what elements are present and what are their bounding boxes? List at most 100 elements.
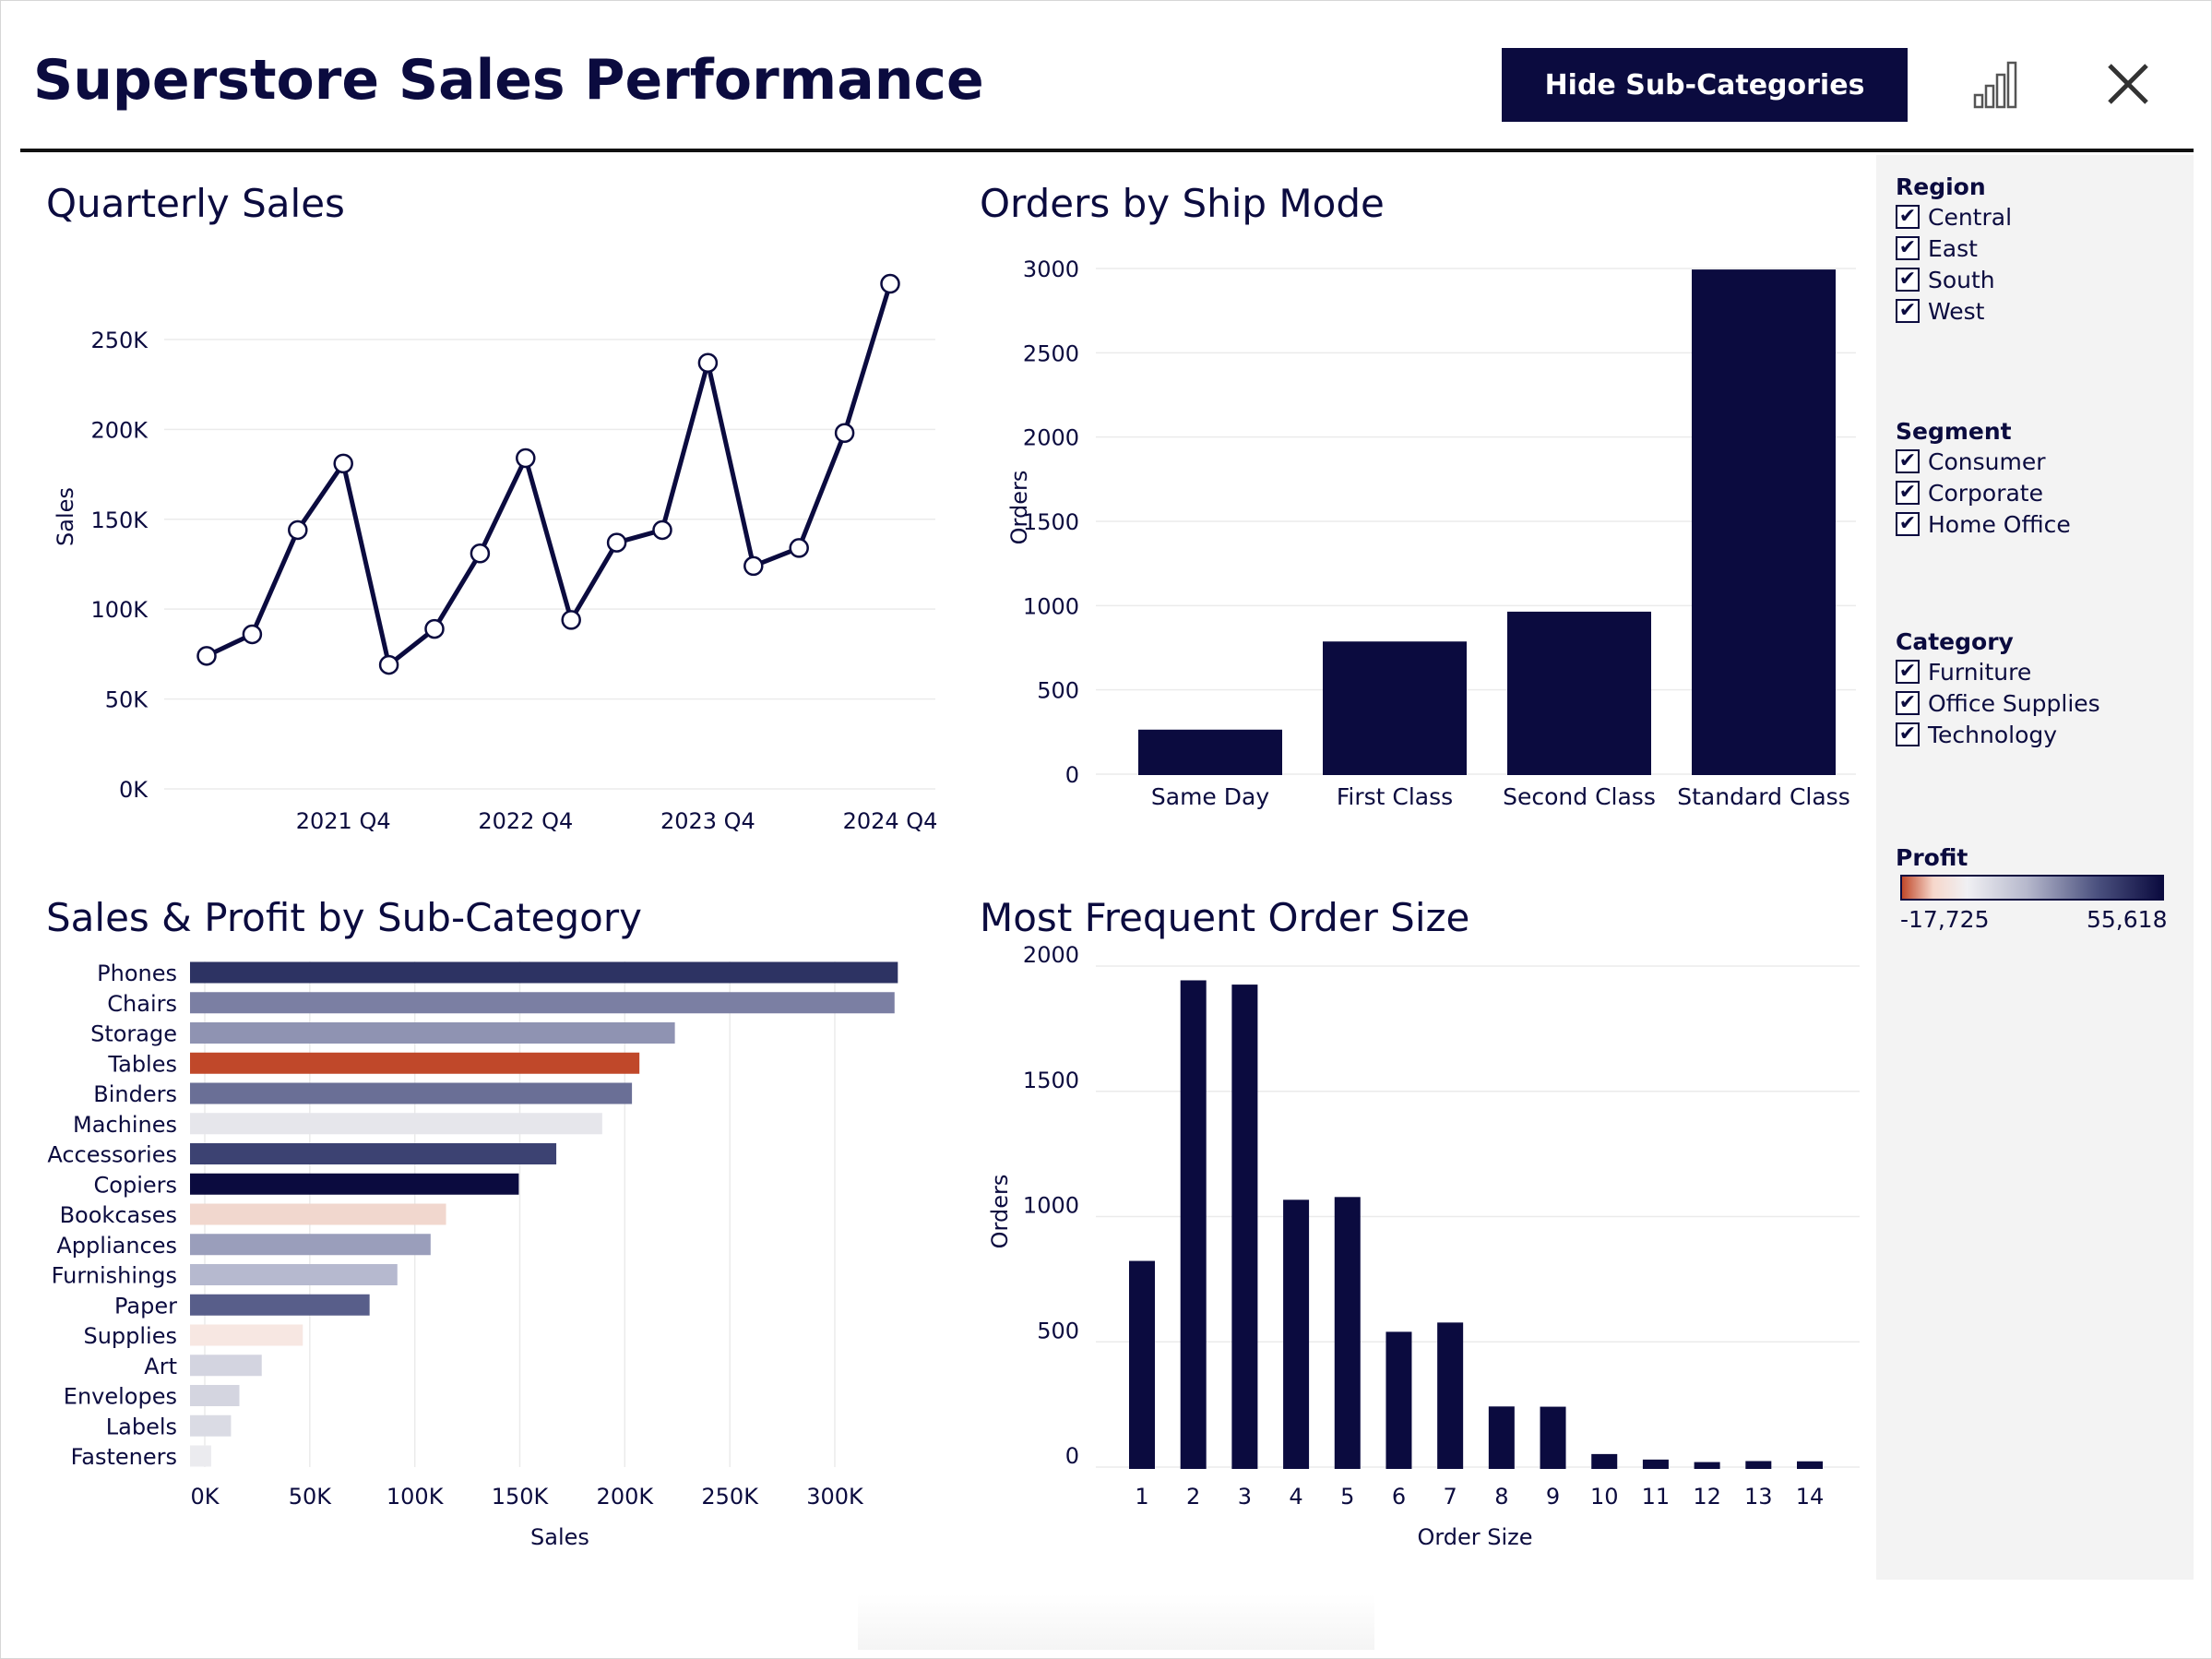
x-tick-label: 300K xyxy=(806,1484,864,1510)
x-tick-label: 250K xyxy=(701,1484,759,1510)
sub-category-bar xyxy=(190,1022,675,1044)
y-tick-label: 2000 xyxy=(1023,942,1079,968)
order-size-bar xyxy=(1694,1462,1720,1469)
y-tick-label: Envelopes xyxy=(64,1384,177,1410)
filter-region-west[interactable]: ✔ West xyxy=(1896,296,1984,326)
filter-region-central[interactable]: ✔ Central xyxy=(1896,202,2012,232)
y-tick-label: Paper xyxy=(114,1293,177,1319)
x-tick-label: 50K xyxy=(289,1484,333,1510)
sales-point xyxy=(789,538,809,558)
order-size-bar xyxy=(1797,1461,1823,1469)
x-tick-label: 2024 Q4 xyxy=(843,808,938,834)
y-tick-label: Fasteners xyxy=(71,1444,177,1470)
x-tick-label: 11 xyxy=(1642,1484,1671,1510)
x-tick-label: 1 xyxy=(1135,1484,1148,1510)
y-tick-label: Storage xyxy=(90,1021,177,1047)
order-size-bar xyxy=(1437,1322,1464,1469)
sub-category-title: Sales & Profit by Sub-Category xyxy=(46,895,642,940)
sales-point xyxy=(606,532,627,553)
close-icon[interactable] xyxy=(2105,61,2151,107)
y-tick-label: 2500 xyxy=(1023,340,1079,366)
filter-item-label: South xyxy=(1928,266,1995,293)
filter-segment-home-office[interactable]: ✔ Home Office xyxy=(1896,509,2071,539)
y-tick-label: 3000 xyxy=(1023,257,1079,282)
x-tick-label: 150K xyxy=(492,1484,550,1510)
y-axis-title: Orders xyxy=(1006,471,1032,545)
sub-category-bar xyxy=(190,1082,633,1104)
filter-item-label: Office Supplies xyxy=(1928,689,2100,717)
ship-mode-bar xyxy=(1138,729,1282,775)
sub-category-bar xyxy=(190,1113,602,1135)
y-tick-label: 1500 xyxy=(1023,509,1079,535)
filter-region-east[interactable]: ✔ East xyxy=(1896,233,1978,263)
sub-category-bar xyxy=(190,1445,211,1467)
x-tick-label: First Class xyxy=(1337,783,1453,810)
sub-category-bar xyxy=(190,1414,232,1437)
y-tick-label: Copiers xyxy=(94,1172,177,1198)
filter-category-technology[interactable]: ✔ Technology xyxy=(1896,720,2057,749)
order-size-bar xyxy=(1129,1260,1155,1469)
sub-category-bar xyxy=(190,1385,240,1406)
x-tick-label: 2 xyxy=(1186,1484,1200,1510)
sub-category-bar xyxy=(190,1264,398,1285)
ship-mode-chart: 0 500 1000 1500 2000 2500 3000 Orders Same Day Fi… xyxy=(1006,257,1856,810)
y-tick-label: 0K xyxy=(119,777,149,803)
x-tick-label: 2023 Q4 xyxy=(660,808,755,834)
sales-point xyxy=(834,423,855,443)
segment-filter-label: Segment xyxy=(1896,418,2012,445)
filter-item-label: Technology xyxy=(1928,721,2058,748)
order-size-bar xyxy=(1334,1197,1361,1469)
x-tick-label: 9 xyxy=(1546,1484,1560,1510)
checkbox-checked-icon[interactable]: ✔ xyxy=(1896,691,1920,715)
checkbox-checked-icon[interactable]: ✔ xyxy=(1896,449,1920,473)
y-tick-label: 2000 xyxy=(1023,425,1079,451)
y-tick-label: Furnishings xyxy=(52,1263,177,1289)
checkbox-checked-icon[interactable]: ✔ xyxy=(1896,299,1920,323)
checkbox-checked-icon[interactable]: ✔ xyxy=(1896,236,1920,260)
filter-item-label: Consumer xyxy=(1928,448,2046,475)
x-tick-label: 12 xyxy=(1693,1484,1721,1510)
x-axis-title: Order Size xyxy=(1417,1524,1532,1550)
x-tick-label: 200K xyxy=(597,1484,655,1510)
sub-category-bar xyxy=(190,1203,446,1225)
bar-chart-icon[interactable] xyxy=(1968,57,2024,113)
x-tick-label: 6 xyxy=(1392,1484,1406,1510)
y-tick-label: Machines xyxy=(73,1112,177,1138)
y-tick-label: Labels xyxy=(106,1414,177,1439)
checkbox-checked-icon[interactable]: ✔ xyxy=(1896,722,1920,746)
profit-max-label: 55,618 xyxy=(2087,906,2168,933)
order-size-bar xyxy=(1283,1199,1310,1469)
ship-mode-bar xyxy=(1692,269,1836,775)
header-divider xyxy=(20,149,2194,152)
filter-category-furniture[interactable]: ✔ Furniture xyxy=(1896,657,2031,686)
checkbox-checked-icon[interactable]: ✔ xyxy=(1896,205,1920,229)
y-tick-label: 1000 xyxy=(1023,1193,1079,1219)
y-tick-label: Phones xyxy=(97,961,177,986)
filter-region-south[interactable]: ✔ South xyxy=(1896,265,1995,294)
checkbox-checked-icon[interactable]: ✔ xyxy=(1896,512,1920,536)
y-tick-label: Binders xyxy=(93,1081,177,1107)
sub-category-bar xyxy=(190,1234,431,1256)
filter-item-label: West xyxy=(1928,297,1985,325)
x-tick-label: 13 xyxy=(1744,1484,1773,1510)
sales-point xyxy=(743,555,764,577)
checkbox-checked-icon[interactable]: ✔ xyxy=(1896,660,1920,684)
ship-mode-title: Orders by Ship Mode xyxy=(980,181,1385,226)
profit-legend-label: Profit xyxy=(1896,844,1968,871)
filter-item-label: Central xyxy=(1928,203,2013,231)
y-tick-label: 1500 xyxy=(1023,1068,1079,1093)
filter-segment-consumer[interactable]: ✔ Consumer xyxy=(1896,447,2045,476)
dashboard-title: Superstore Sales Performance xyxy=(33,48,984,113)
sub-category-bar xyxy=(190,1143,557,1164)
filter-item-label: Corporate xyxy=(1928,479,2043,507)
y-tick-label: 500 xyxy=(1037,1318,1079,1343)
x-tick-label: Second Class xyxy=(1503,783,1656,810)
hide-sub-categories-button[interactable]: Hide Sub-Categories xyxy=(1502,48,1908,122)
checkbox-checked-icon[interactable]: ✔ xyxy=(1896,268,1920,292)
filter-segment-corporate[interactable]: ✔ Corporate xyxy=(1896,478,2043,507)
x-tick-label: 4 xyxy=(1289,1484,1302,1510)
checkbox-checked-icon[interactable]: ✔ xyxy=(1896,481,1920,505)
filter-category-office-supplies[interactable]: ✔ Office Supplies xyxy=(1896,688,2100,718)
order-size-bar xyxy=(1488,1406,1515,1469)
